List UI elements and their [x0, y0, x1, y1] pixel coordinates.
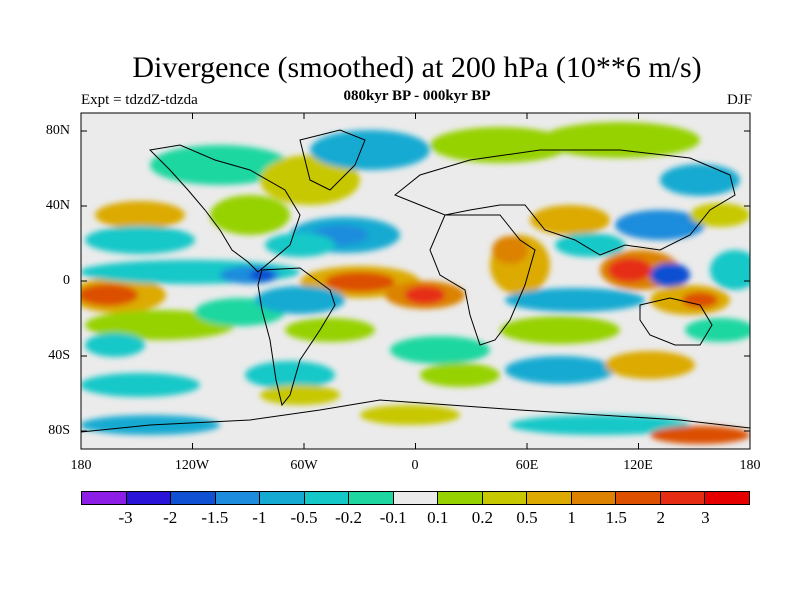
field-blob	[265, 233, 335, 257]
field-blob	[250, 269, 274, 281]
field-blob	[85, 333, 145, 357]
colorbar-swatch	[126, 492, 172, 504]
lon-tick-label: 120E	[623, 458, 653, 473]
colorbar-label: 2	[656, 508, 666, 527]
colorbar-swatch	[527, 492, 572, 504]
colorbar-label: 0.1	[427, 508, 449, 527]
season-label: DJF	[726, 92, 752, 108]
coastline-africa	[429, 214, 536, 346]
field-blob	[540, 122, 700, 158]
colorbar-label: -0.2	[335, 508, 363, 527]
field-blob	[608, 258, 652, 282]
colorbar-swatch	[349, 492, 394, 504]
lat-tick-label: 80N	[45, 123, 70, 138]
colorbar-label: 1.5	[605, 508, 627, 527]
field-blob	[85, 310, 235, 340]
field-blob	[310, 130, 430, 170]
lat-tick-label: 40N	[45, 198, 70, 213]
field-blob	[260, 385, 340, 405]
colorbar-label: -2	[163, 508, 178, 527]
colorbar-swatch	[705, 492, 749, 504]
field-blob	[690, 203, 750, 227]
field-blob	[492, 236, 528, 264]
lat-tick-label: 0	[63, 273, 70, 288]
coastline-north-america	[148, 144, 301, 273]
colorbar-swatch	[482, 492, 528, 504]
field-blob	[500, 316, 620, 344]
colorbar-label: 0.5	[516, 508, 538, 527]
lon-tick-label: 180	[70, 458, 92, 473]
field-blob	[685, 318, 750, 342]
colorbar-label: 3	[701, 508, 710, 527]
field-blob	[285, 318, 375, 342]
coastline-australia	[639, 297, 713, 346]
colorbar-label: -1	[252, 508, 267, 527]
field-blob	[255, 286, 345, 314]
field-blob	[95, 201, 185, 229]
coastline-eurasia	[394, 149, 736, 256]
colorbar-label: -3	[118, 508, 133, 527]
field-blob	[405, 286, 445, 304]
field-blob	[682, 292, 718, 308]
field-blob	[615, 210, 705, 240]
lon-tick-label: 60E	[515, 458, 539, 473]
colorbar-swatch	[616, 492, 661, 504]
colorbar-label: 1	[567, 508, 576, 527]
lon-tick-label: 180	[739, 458, 761, 473]
field-blob	[660, 164, 740, 196]
field-blob	[81, 284, 138, 306]
field-blob	[605, 351, 695, 379]
colorbar-label: -0.1	[379, 508, 407, 527]
colorbar-swatch	[393, 492, 439, 504]
field-blob	[81, 373, 200, 397]
coastline-greenland	[299, 129, 366, 191]
colorbar-swatch	[82, 492, 127, 504]
field-blob	[360, 405, 460, 425]
field-blob	[430, 127, 570, 163]
field-blob	[710, 250, 750, 290]
colorbar	[81, 491, 750, 505]
colorbar-label: -1.5	[201, 508, 229, 527]
experiment-label: Expt = tdzdZ-tdzda	[81, 92, 198, 108]
field-blob	[505, 356, 615, 384]
colorbar-swatch	[571, 492, 617, 504]
lon-tick-label: 60W	[290, 458, 318, 473]
field-blob	[210, 195, 290, 235]
coastline-south-america	[257, 267, 336, 407]
field-blob	[505, 288, 645, 312]
field-blob	[150, 145, 290, 185]
field-blob	[390, 336, 490, 364]
field-blob	[85, 226, 195, 254]
field-blob	[510, 415, 690, 435]
colorbar-label: 0.2	[471, 508, 494, 527]
coastline-antarctica	[81, 399, 750, 433]
field-blob	[650, 263, 690, 287]
colorbar-swatch	[438, 492, 483, 504]
colorbar-swatch	[215, 492, 261, 504]
colorbar-swatch	[660, 492, 706, 504]
field-blob	[245, 361, 335, 389]
lon-tick-label: 0	[411, 458, 419, 473]
field-blob	[650, 426, 750, 444]
colorbar-swatch	[304, 492, 350, 504]
lon-tick-label: 120W	[174, 458, 210, 473]
field-blob	[530, 205, 610, 235]
colorbar-label: -0.5	[290, 508, 318, 527]
chart-subtitle: 080kyr BP - 000kyr BP	[343, 88, 491, 104]
lat-tick-label: 40S	[48, 348, 70, 363]
chart-title: Divergence (smoothed) at 200 hPa (10**6 …	[132, 51, 702, 84]
lat-tick-label: 80S	[48, 423, 70, 438]
colorbar-swatch	[171, 492, 216, 504]
field-blob	[325, 272, 395, 292]
field-blob	[420, 363, 500, 387]
colorbar-swatch	[260, 492, 305, 504]
